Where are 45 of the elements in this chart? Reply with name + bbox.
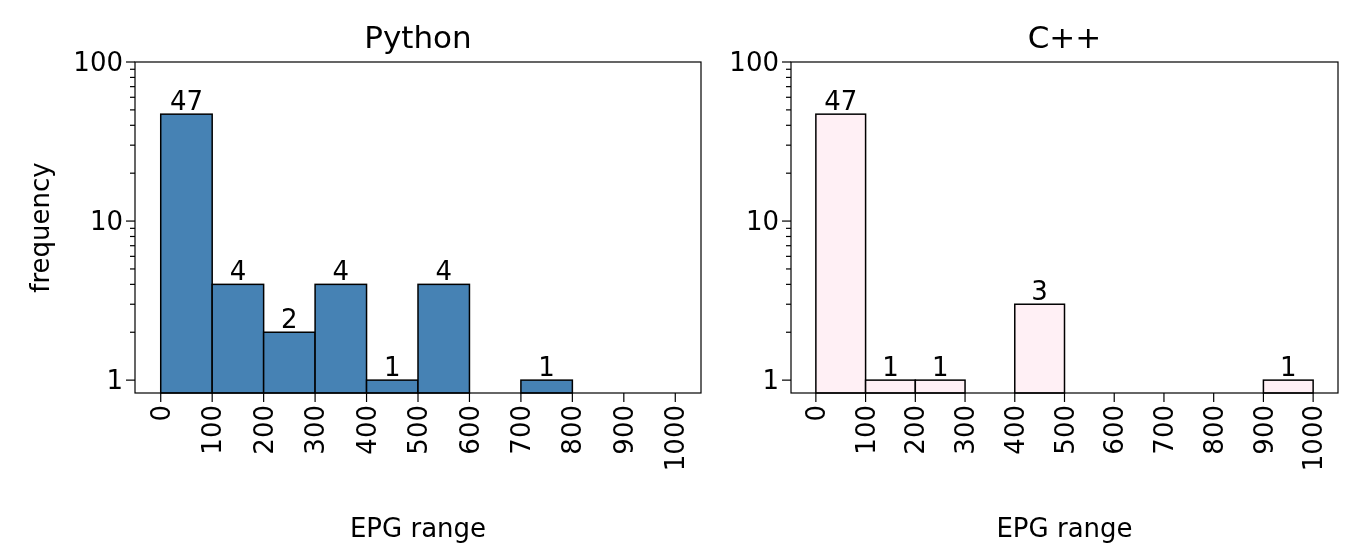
y-axis-title: frequency: [25, 162, 56, 293]
data-label: 3: [1031, 276, 1048, 307]
x-tick-label: 700: [1149, 405, 1180, 455]
x-tick-label: 200: [900, 405, 931, 455]
y-tick-label: 10: [89, 206, 123, 237]
x-tick-label: 400: [351, 405, 382, 455]
x-axis-title: EPG range: [996, 513, 1133, 543]
data-label: 4: [332, 256, 350, 287]
x-tick-label: 900: [608, 405, 639, 455]
x-tick-label: 600: [454, 405, 485, 455]
y-tick-label: 100: [729, 47, 779, 78]
x-tick-label: 800: [557, 405, 588, 455]
y-tick-label: 100: [73, 47, 123, 78]
chart-title: Python: [364, 19, 472, 55]
x-tick-label: 200: [248, 405, 279, 455]
x-tick-label: 700: [506, 405, 537, 455]
x-tick-label: 900: [1248, 405, 1279, 455]
x-tick-label: 0: [145, 405, 176, 422]
data-label: 47: [169, 86, 203, 117]
data-label: 47: [824, 86, 858, 117]
x-axis-title: EPG range: [349, 513, 487, 543]
y-tick-label: 1: [106, 365, 123, 396]
x-tick-label: 500: [403, 405, 434, 455]
data-label: 4: [435, 256, 452, 287]
x-tick-label: 300: [950, 405, 981, 455]
y-tick-label: 1: [762, 365, 779, 396]
x-tick-label: 300: [300, 405, 331, 455]
data-label: 4: [229, 256, 247, 287]
x-tick-label: 100: [197, 405, 228, 455]
x-tick-label: 600: [1099, 405, 1130, 455]
x-tick-label: 0: [800, 405, 831, 422]
data-label: 1: [882, 352, 899, 383]
x-tick-label: 800: [1198, 405, 1229, 455]
x-tick-label: 1000: [1298, 405, 1329, 472]
y-tick-label: 10: [745, 206, 779, 237]
data-label: 1: [384, 352, 401, 383]
x-tick-label: 100: [850, 405, 881, 455]
data-label: 2: [281, 304, 298, 335]
chart-title: C++: [1027, 19, 1102, 55]
x-tick-label: 400: [999, 405, 1030, 455]
data-label: 1: [931, 352, 949, 383]
data-label: 1: [1280, 352, 1297, 383]
x-tick-label: 500: [1049, 405, 1080, 455]
x-tick-label: 1000: [660, 405, 691, 472]
data-label: 1: [538, 352, 555, 383]
